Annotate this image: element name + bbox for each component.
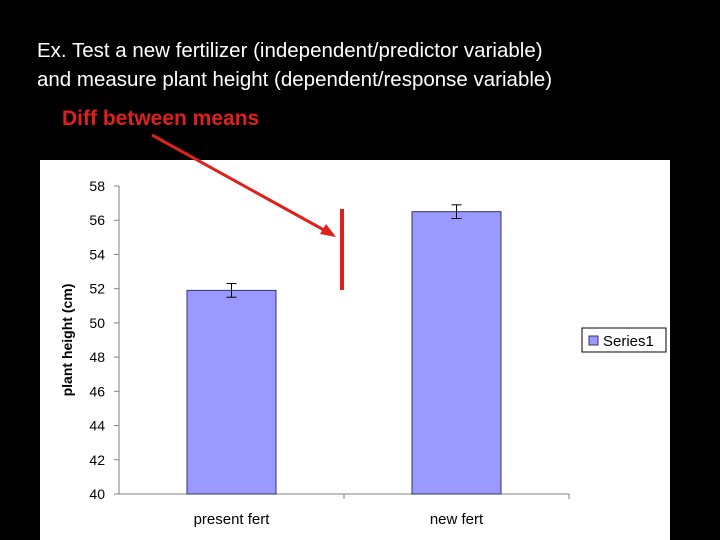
y-tick-label: 52 <box>89 281 105 297</box>
bar-new-fert <box>411 211 502 495</box>
y-tick-label: 40 <box>89 486 105 502</box>
chart-area <box>40 160 670 540</box>
x-tick-label: present fert <box>194 511 271 528</box>
y-tick-label: 56 <box>89 212 105 228</box>
legend-swatch-series1 <box>588 335 599 346</box>
y-axis-title: plant height (cm) <box>59 284 75 397</box>
y-tick-label: 50 <box>89 315 105 331</box>
y-tick-label: 54 <box>89 246 105 262</box>
y-tick-label: 48 <box>89 349 105 365</box>
y-tick-label: 58 <box>89 178 105 194</box>
annotation-arrow-line <box>151 133 334 237</box>
x-tick-label: new fert <box>430 511 484 528</box>
legend-label-series1: Series1 <box>603 333 654 350</box>
bar-present-fert <box>186 289 277 495</box>
y-tick-label: 44 <box>89 418 105 434</box>
legend-box <box>581 327 667 353</box>
diff-between-means-label: Diff between means <box>62 107 260 130</box>
y-tick-label: 46 <box>89 383 105 399</box>
annotation-arrowhead <box>320 224 336 237</box>
y-tick-label: 42 <box>89 452 105 468</box>
slide-title: Ex. Test a new fertilizer (independent/p… <box>37 39 553 91</box>
